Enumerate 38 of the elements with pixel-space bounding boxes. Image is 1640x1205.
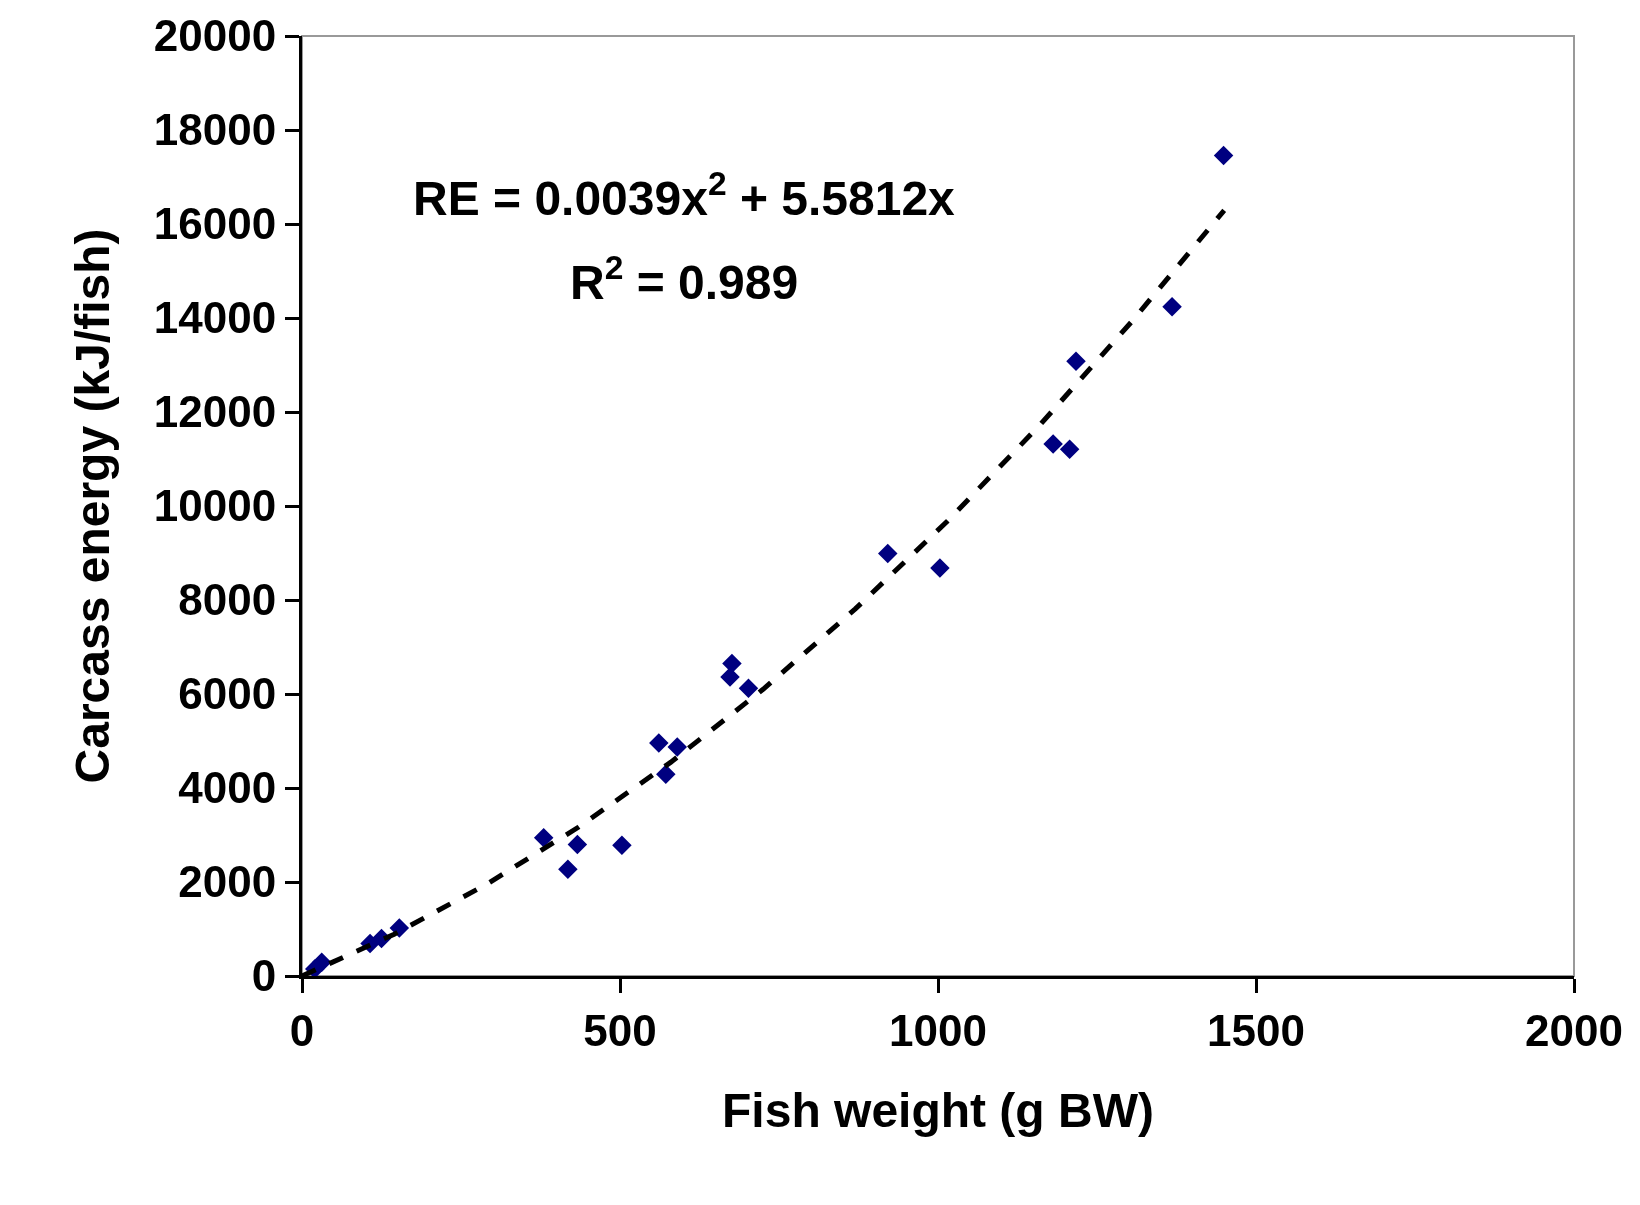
y-tick-label: 0 (251, 951, 277, 1001)
point (612, 835, 632, 856)
y-tick-label: 14000 (153, 293, 277, 343)
point (1059, 439, 1080, 459)
y-tick-label: 8000 (178, 575, 277, 625)
point (1162, 296, 1182, 317)
point (389, 918, 410, 938)
point (649, 733, 669, 753)
point (667, 737, 687, 757)
point (311, 952, 332, 973)
x-tick-label: 2000 (1525, 1005, 1623, 1055)
x-tick-label: 1000 (889, 1005, 987, 1055)
x-tick-label: 0 (289, 1005, 315, 1055)
annotation: RE = 0.0039x$^{2}$ + 5.5812x (413, 165, 956, 226)
y-tick-label: 12000 (153, 387, 277, 437)
point (558, 859, 578, 880)
point (533, 828, 554, 848)
y-tick-label: 10000 (153, 481, 277, 531)
point (656, 764, 676, 785)
y-tick-label: 4000 (178, 763, 277, 813)
y-tick-label: 18000 (153, 105, 277, 155)
point (878, 543, 898, 564)
y-tick-label: 20000 (153, 11, 277, 61)
y-tick-label: 16000 (153, 199, 277, 249)
annotation: R$^{2}$ = 0.989 (570, 249, 799, 310)
y-tick-label: 6000 (178, 669, 277, 719)
y-tick-label: 2000 (178, 857, 277, 907)
point (1213, 145, 1234, 166)
y-axis-title: Carcass energy (kJ/fish) (65, 228, 119, 784)
point (738, 678, 759, 699)
point (1066, 351, 1086, 371)
point (1043, 434, 1063, 454)
point (722, 653, 742, 674)
x-tick-label: 1500 (1207, 1005, 1305, 1055)
x-axis-title: Fish weight (g BW) (722, 1083, 1154, 1137)
point (930, 558, 950, 578)
point (567, 834, 588, 855)
x-tick-label: 500 (583, 1005, 657, 1055)
